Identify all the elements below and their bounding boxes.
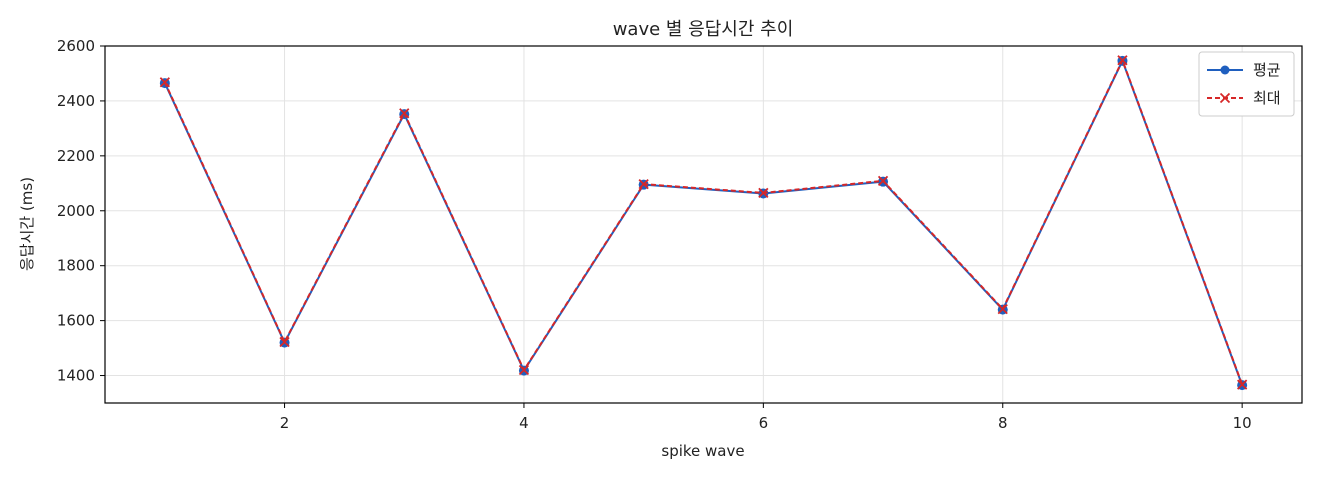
y-tick-label: 2200 — [57, 147, 95, 165]
data-point — [1117, 55, 1128, 66]
data-point — [877, 175, 889, 186]
legend-label-avg: 평균 — [1253, 61, 1281, 79]
y-tick-label: 1400 — [57, 367, 95, 385]
data-point — [399, 108, 410, 119]
data-point — [159, 77, 170, 88]
x-tick-label: 8 — [998, 414, 1008, 432]
legend: 평균 최대 — [1198, 51, 1295, 117]
data-point — [279, 336, 290, 348]
plot-frame — [104, 45, 1303, 404]
y-axis: 1400 1600 1800 2000 2200 2400 2600 — [57, 37, 105, 385]
x-axis: 2 4 6 8 10 — [280, 403, 1252, 432]
chart-title: wave 별 응답시간 추이 — [613, 19, 794, 40]
y-tick-label: 2600 — [57, 37, 95, 55]
legend-label-max: 최대 — [1253, 89, 1281, 107]
series-max — [159, 55, 1248, 390]
legend-marker-max — [1219, 92, 1231, 104]
y-tick-label: 1600 — [57, 312, 95, 330]
data-point — [1237, 379, 1248, 390]
y-tick-label: 2000 — [57, 202, 95, 220]
series-layer — [159, 55, 1248, 391]
x-tick-label: 2 — [280, 414, 290, 432]
data-point — [638, 178, 649, 190]
x-tick-label: 10 — [1233, 414, 1252, 432]
x-axis-label: spike wave — [661, 442, 744, 460]
y-tick-label: 2400 — [57, 92, 95, 110]
legend-marker-avg — [1220, 65, 1230, 75]
x-tick-label: 6 — [759, 414, 769, 432]
x-tick-label: 4 — [519, 414, 529, 432]
y-tick-label: 1800 — [57, 257, 95, 275]
data-point — [758, 187, 769, 199]
y-axis-label: 응답시간 (ms) — [18, 177, 36, 271]
data-point — [518, 364, 530, 376]
data-point — [997, 303, 1008, 315]
series-line — [163, 59, 1244, 385]
